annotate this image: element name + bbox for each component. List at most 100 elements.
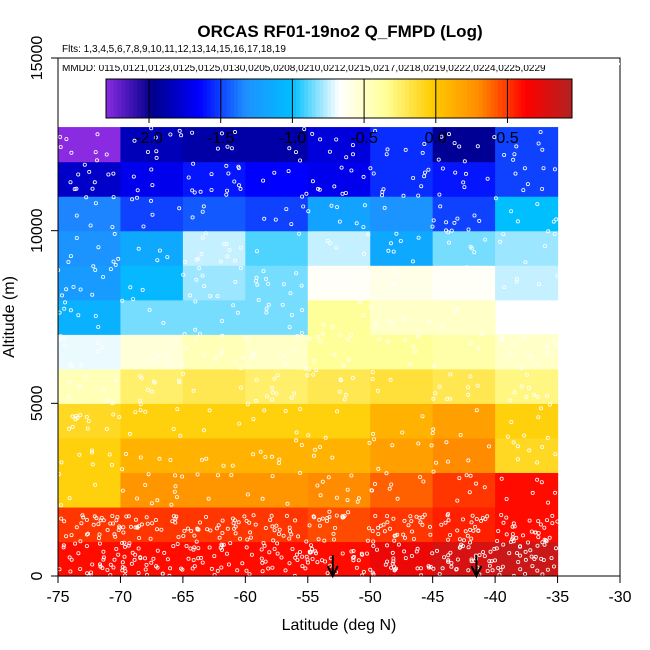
data-point [230,463,235,468]
data-point [294,438,299,443]
data-point [392,281,397,286]
data-point [232,179,237,184]
data-point [313,551,318,556]
data-point [337,389,342,394]
dates-line: MMDD: 0115,0121,0123,0125,0125,0130,0205… [62,63,546,74]
data-point [84,544,89,549]
data-point [233,359,238,364]
data-point [377,337,382,342]
data-point [427,524,432,529]
data-point [138,408,143,413]
data-point [130,550,135,555]
data-point [549,556,554,561]
data-point [286,169,291,174]
x-tick-label: -45 [421,589,444,606]
data-point [469,536,474,541]
colorbar-swatch [474,79,480,118]
colorbar-swatch [319,79,324,118]
data-point [138,556,143,561]
data-point [355,499,360,504]
data-point [133,525,138,530]
data-point [511,440,516,445]
data-point [149,501,154,506]
data-point [174,514,179,519]
data-point [283,361,288,366]
data-point [469,559,474,564]
data-point [300,308,305,313]
data-point [93,150,98,155]
data-point [538,129,543,134]
data-point [238,366,243,371]
data-point [545,435,550,440]
y-tick-label: 5000 [29,385,46,421]
data-point [391,266,396,271]
data-point [526,540,531,545]
colorbar-swatch [385,79,390,118]
data-point [93,201,98,206]
data-point [508,351,513,356]
data-point [171,426,176,431]
data-point [70,424,75,429]
colorbar-swatch [272,79,278,118]
heatmap-cell [370,437,434,473]
data-point [307,523,312,528]
data-point [465,385,470,390]
data-point [275,373,280,378]
data-point [63,343,68,348]
data-point [528,354,533,359]
data-point [191,161,196,166]
data-point [445,459,450,464]
data-point [155,258,160,263]
data-point [176,378,181,383]
heatmap-cell [432,265,496,301]
data-point [287,529,292,534]
data-point [124,451,129,456]
data-point [340,288,345,293]
data-point [242,514,247,519]
data-point [379,193,384,198]
data-point [329,203,334,208]
data-point [207,408,212,413]
data-point [536,141,541,146]
data-point [466,545,471,550]
data-point [224,242,229,247]
data-point [391,249,396,254]
data-point [527,518,532,523]
data-point [93,482,98,487]
data-point [467,490,472,495]
data-point [535,543,540,548]
data-point [382,529,387,534]
data-point [368,166,373,171]
data-point [68,254,73,259]
data-point [397,272,402,277]
heatmap-cell [182,506,246,543]
data-point [78,287,83,292]
data-point [137,398,142,403]
data-point [170,519,175,524]
data-point [138,455,143,460]
data-point [390,443,395,448]
data-point [249,552,254,557]
data-point [270,524,275,529]
data-point [181,272,186,277]
heatmap-cell [495,161,559,197]
heatmap-cell [245,196,309,232]
data-point [248,530,253,535]
data-point [112,557,117,562]
data-point [136,546,141,551]
data-point [488,549,493,554]
data-point [536,415,541,420]
colorbar-swatch [529,79,534,118]
data-point [157,248,162,253]
data-point [111,195,116,200]
colorbar-swatch [152,79,157,118]
heatmap-cell [307,230,371,266]
data-point [515,551,520,556]
data-point [244,518,249,523]
data-point [394,231,399,236]
data-point [299,330,304,335]
heatmap-cell [307,265,371,301]
heatmap-cell [495,506,559,543]
data-point [192,190,197,195]
heatmap-cell [432,403,496,439]
